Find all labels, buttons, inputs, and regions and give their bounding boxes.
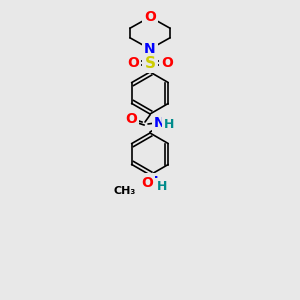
Text: H: H [164, 118, 174, 131]
Text: H: H [157, 179, 167, 193]
Text: CH₃: CH₃ [114, 186, 136, 196]
Text: N: N [147, 175, 159, 189]
Text: O: O [141, 176, 153, 190]
Text: N: N [154, 116, 166, 130]
Text: O: O [144, 10, 156, 24]
Text: O: O [125, 112, 137, 126]
Text: O: O [161, 56, 173, 70]
Text: S: S [145, 56, 155, 70]
Text: O: O [127, 56, 139, 70]
Text: N: N [144, 42, 156, 56]
